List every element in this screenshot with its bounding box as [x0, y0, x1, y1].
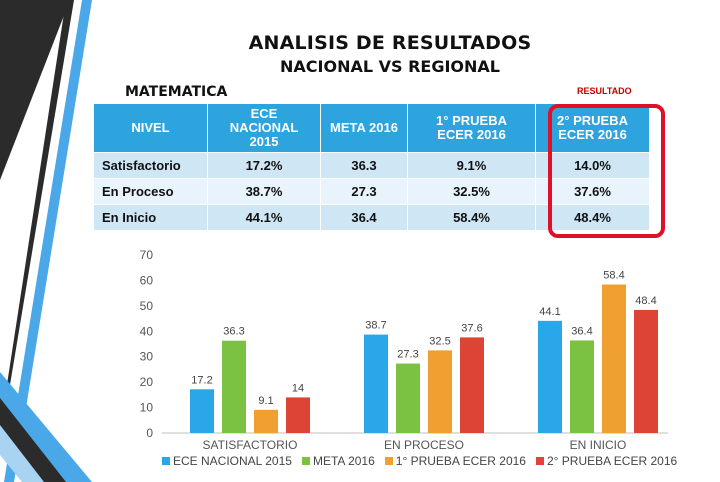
legend-item: ECE NACIONAL 2015 [162, 454, 292, 468]
x-tick-label: SATISFACTORIO [203, 438, 298, 452]
bar [634, 309, 658, 433]
legend-item: 2° PRUEBA ECER 2016 [535, 454, 678, 468]
y-tick-label: 40 [140, 324, 154, 338]
data-label: 37.6 [461, 322, 482, 334]
y-tick-label: 50 [140, 299, 154, 313]
bar [538, 320, 562, 433]
y-tick-label: 20 [140, 375, 154, 389]
data-label: 38.7 [365, 320, 386, 332]
legend-label: 1° PRUEBA ECER 2016 [395, 454, 526, 468]
data-label: 27.3 [397, 349, 418, 361]
y-tick-label: 30 [140, 350, 154, 364]
result-highlight-box [548, 104, 665, 238]
cell-value: 17.2% [207, 152, 321, 179]
row-label: Satisfactorio [93, 152, 208, 179]
row-label: En Proceso [93, 178, 208, 205]
bar [190, 389, 214, 433]
cell-value: 32.5% [407, 178, 536, 205]
bar-chart: 0 10 20 30 40 50 60 70 17.2 36.3 9.1 14 SATISFACTORI… [140, 248, 668, 452]
results-table: NIVEL ECE NACIONAL 2015 META 2016 1° PRUEB… [93, 103, 650, 231]
cell-value: 37.6% [535, 178, 650, 205]
bar [222, 340, 246, 433]
slide-title: ANALISIS DE RESULTADOS [248, 32, 532, 54]
y-tick-label: 0 [146, 426, 153, 440]
result-label: RESULTADO [577, 86, 632, 96]
row-label: En Inicio [93, 204, 208, 231]
legend-label: META 2016 [312, 454, 375, 468]
bar [602, 284, 626, 433]
y-tick-label: 60 [140, 273, 154, 287]
legend-item: META 2016 [301, 454, 375, 468]
subject-label: MATEMATICA [125, 84, 228, 100]
header-prueba1: 1° PRUEBA ECER 2016 [407, 103, 536, 153]
table-row: En Inicio 44.1% 36.4 58.4% 48.4% [93, 204, 650, 231]
data-label: 32.5 [429, 335, 450, 347]
cell-value: 27.3 [320, 178, 408, 205]
legend-swatch [384, 457, 393, 465]
bar [286, 397, 310, 433]
cell-value: 36.3 [320, 152, 408, 179]
table-header-row: NIVEL ECE NACIONAL 2015 META 2016 1° PRUEB… [93, 103, 650, 153]
y-tick-label: 70 [140, 248, 154, 262]
table-row: Satisfactorio 17.2% 36.3 9.1% 14.0% [93, 152, 650, 179]
data-label: 44.1 [539, 306, 560, 318]
header-meta: META 2016 [320, 103, 408, 153]
data-label: 36.3 [223, 326, 244, 338]
x-tick-label: EN PROCESO [384, 438, 464, 452]
x-tick-label: EN INICIO [570, 438, 627, 452]
cell-value: 48.4% [535, 204, 650, 231]
cell-value: 44.1% [207, 204, 321, 231]
table-row: En Proceso 38.7% 27.3 32.5% 37.6% [93, 178, 650, 205]
cell-value: 58.4% [407, 204, 536, 231]
slide-subtitle: NACIONAL VS REGIONAL [280, 57, 500, 76]
data-label: 48.4 [635, 295, 656, 307]
y-tick-label: 10 [140, 401, 154, 415]
legend-swatch [301, 457, 310, 465]
bar [460, 337, 484, 433]
legend-label: ECE NACIONAL 2015 [173, 454, 292, 468]
bar [254, 409, 278, 433]
legend-swatch [162, 457, 170, 465]
data-label: 9.1 [258, 395, 273, 407]
cell-value: 36.4 [320, 204, 408, 231]
cell-value: 14.0% [535, 152, 650, 179]
bar [396, 363, 420, 433]
bar [428, 350, 452, 433]
legend-item: 1° PRUEBA ECER 2016 [384, 454, 526, 468]
bar [570, 340, 594, 433]
header-ece: ECE NACIONAL 2015 [207, 103, 321, 153]
bar [364, 334, 388, 433]
data-label: 36.4 [571, 325, 592, 337]
legend-swatch [535, 457, 544, 465]
header-nivel: NIVEL [93, 103, 208, 153]
data-label: 17.2 [191, 374, 212, 386]
data-label: 14 [292, 382, 304, 394]
slide-decoration [0, 0, 92, 482]
data-label: 58.4 [603, 269, 624, 281]
chart-legend: ECE NACIONAL 2015 META 2016 1° PRUEBA ECER… [162, 454, 677, 468]
cell-value: 38.7% [207, 178, 321, 205]
cell-value: 9.1% [407, 152, 536, 179]
legend-label: 2° PRUEBA ECER 2016 [546, 454, 678, 468]
